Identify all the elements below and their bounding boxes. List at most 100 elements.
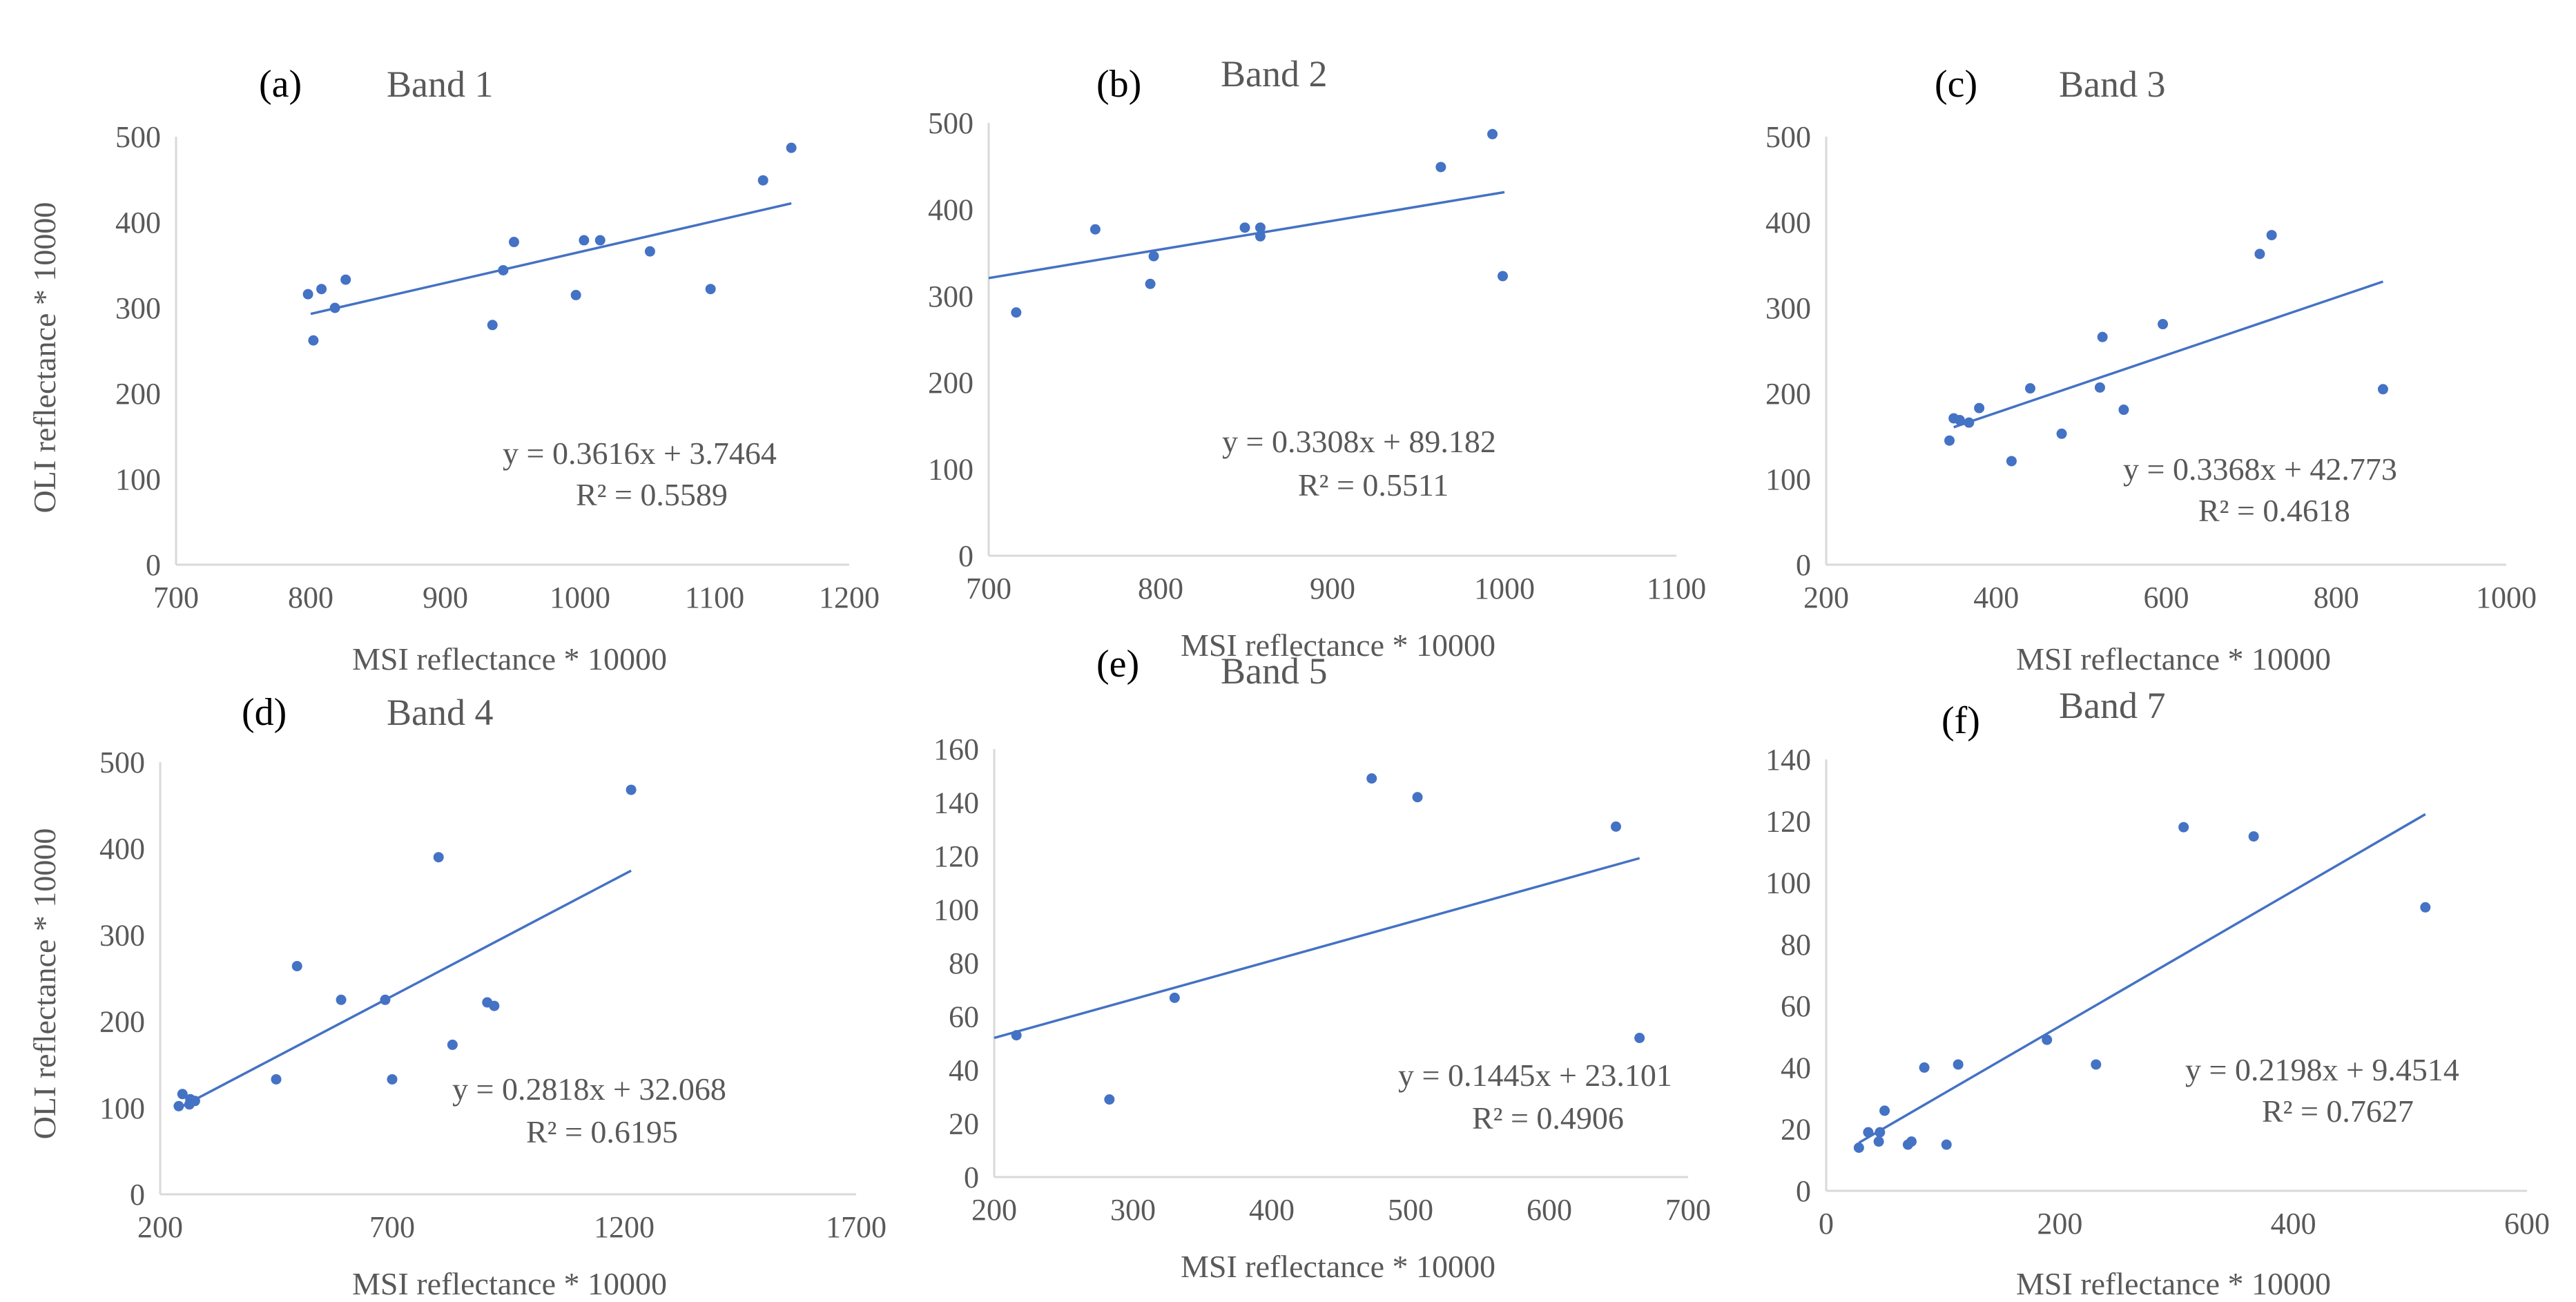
panel-d-data-point [489,1000,500,1011]
panel-b-data-point [1487,128,1498,139]
panel-a-xlabel: MSI reflectance * 10000 [352,641,667,677]
panel-f-x-tick: 400 [2271,1207,2316,1241]
panel-e-title: Band 5 [1221,650,1328,692]
panel-e-y-tick: 80 [949,946,979,980]
panel-f-x-tick: 0 [1819,1207,1834,1241]
panel-d: (d) Band 4 OLI reflectance * 10000 MSI r… [27,691,726,1301]
panel-a-data-point [644,246,655,257]
panel-f-y-tick: 100 [1765,866,1811,900]
panel-f-data-point [2091,1059,2102,1070]
panel-a-data-point [329,302,340,313]
panel-a-data-point [302,289,313,300]
panel-a: (a) Band 1 OLI reflectance * 10000 MSI r… [27,63,777,677]
panel-b-data-point [1239,222,1250,233]
panel-a-equation: y = 0.3616x + 3.7464 [503,436,777,471]
panel-f-data-point [1863,1127,1874,1138]
panel-f-equation: y = 0.2198x + 9.4514 [2185,1052,2459,1087]
panel-a-data-point [508,237,519,248]
panel-c-y-tick: 100 [1765,463,1811,496]
panel-b-y-tick: 0 [958,539,974,573]
panel-d-y-tick: 300 [99,918,145,952]
panel-a-y-tick: 500 [115,120,161,154]
panel-a-x-tick: 700 [153,581,199,614]
panel-c-data-point [2158,319,2169,330]
panel-a-data-point [498,264,509,275]
panel-a-data-point [487,320,498,331]
panel-c-y-tick: 300 [1765,291,1811,325]
panel-a-letter: (a) [259,63,302,106]
panel-c-data-point [2097,331,2108,342]
panel-a-data-point [340,274,351,285]
panel-f-plot: 0 200 400 600 0 20 40 60 80 100 120 140 [1765,743,2550,1241]
panel-f-title: Band 7 [2059,685,2166,726]
panel-c-data-point [2377,384,2388,395]
panel-d-data-point [447,1039,458,1050]
panel-a-y-tick: 300 [115,291,161,325]
panel-d-data-point [336,994,347,1005]
panel-b-equation: y = 0.3308x + 89.182 [1222,424,1496,459]
panel-c-equation: y = 0.3368x + 42.773 [2123,451,2397,487]
panel-e-data-point [1366,773,1377,784]
panel-e-letter: (e) [1096,643,1139,686]
panel-f-x-tick: 200 [2037,1207,2082,1241]
panel-d-r2: R² = 0.6195 [526,1114,678,1149]
panel-a-data-point [786,142,797,153]
panel-a-y-tick: 400 [115,206,161,240]
panel-a-data-point [757,175,768,186]
panel-e-data-point [1169,992,1180,1003]
panel-f-trendline [1858,813,2426,1144]
panel-c-data-point [2006,456,2017,467]
panel-a-data-point [705,284,716,295]
panel-e-x-tick: 500 [1388,1193,1433,1227]
panel-c-data-point [1954,414,1965,425]
panel-f-y-tick: 0 [1796,1174,1811,1208]
panel-f-data-point [1953,1059,1964,1070]
panel-f-y-tick: 140 [1765,743,1811,777]
panel-d-trendline [178,869,632,1109]
panel-d-x-tick: 1200 [594,1210,655,1244]
panel-c-title: Band 3 [2059,64,2166,105]
panel-b-title: Band 2 [1221,53,1328,95]
panel-d-x-tick: 200 [137,1210,183,1244]
panel-c-plot: 200 400 600 800 1000 0 100 200 300 400 500 [1765,120,2537,614]
panel-e-y-tick: 60 [949,1000,979,1034]
panel-b-data-point [1255,222,1266,233]
panel-e-y-tick: 0 [964,1160,979,1194]
panel-c-data-point [1964,417,1975,428]
panel-f-letter: (f) [1941,699,1980,742]
panel-d-y-tick: 0 [130,1178,145,1212]
panel-a-plot: 700 800 900 1000 1100 1200 0 100 200 300 400 500 [115,120,880,614]
panel-b-x-tick: 900 [1310,572,1355,605]
panel-d-data-point [433,852,444,863]
panel-b-data-point [1255,231,1266,242]
panel-d-data-point [380,994,391,1005]
panel-a-r2: R² = 0.5589 [576,477,728,512]
panel-b-y-tick: 200 [928,366,974,400]
panel-c-r2: R² = 0.4618 [2198,493,2350,528]
panel-e-y-tick: 140 [933,786,979,820]
panel-d-plot: 200 700 1200 1700 0 100 200 300 400 500 [99,746,887,1244]
panel-e-data-point [1412,792,1423,803]
panel-c-data-point [2266,230,2277,241]
panel-e-x-tick: 700 [1665,1193,1711,1227]
panel-b-data-point [1011,307,1022,318]
panel-b-data-point [1498,271,1509,282]
panel-f-data-point [1906,1136,1917,1147]
panel-e-data-point [1634,1033,1645,1043]
panel-a-y-tick: 100 [115,463,161,496]
panel-d-data-point [291,960,302,971]
panel-d-data-point [387,1073,398,1085]
panel-e: (e) Band 5 MSI reflectance * 10000 y = 0… [1096,643,1672,1284]
panel-f-data-point [1879,1105,1890,1116]
panel-d-equation: y = 0.2818x + 32.068 [452,1071,726,1107]
panel-d-data-point [626,784,637,795]
panel-f-data-point [1919,1062,1930,1073]
panel-d-y-tick: 200 [99,1005,145,1039]
panel-b-data-point [1148,251,1159,262]
panel-d-ylabel: OLI reflectance * 10000 [27,828,62,1140]
panel-b-x-tick: 1000 [1474,572,1535,605]
panel-e-trendline [994,857,1640,1040]
panel-a-data-point [316,284,327,295]
panel-d-data-point [177,1089,188,1100]
